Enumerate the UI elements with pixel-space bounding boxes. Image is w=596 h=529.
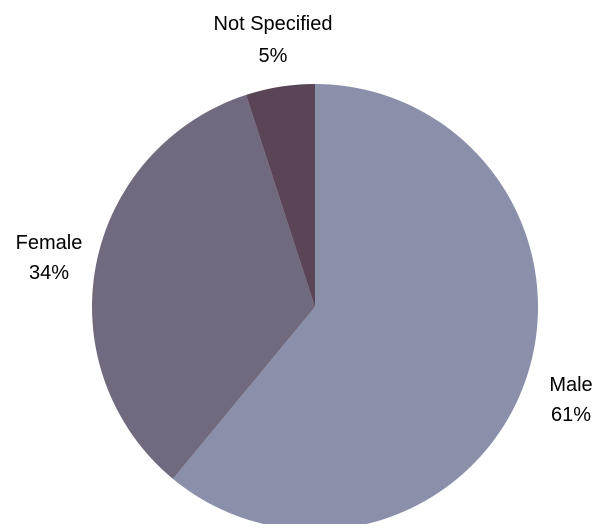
- pie-slice-male: [172, 84, 538, 529]
- pie-labels: Male 61% Female 34% Not Specified 5%: [16, 13, 593, 426]
- pie-slices: [91, 84, 538, 529]
- slice-value-not-specified: 5%: [259, 45, 288, 67]
- slice-label-not-specified: Not Specified: [214, 13, 333, 35]
- slice-value-male: 61%: [551, 404, 591, 426]
- slice-label-male: Male: [549, 374, 592, 396]
- pie-slice-female: [91, 94, 315, 479]
- slice-label-female: Female: [16, 232, 83, 254]
- slice-value-female: 34%: [29, 262, 69, 284]
- pie-slice-not-specified: [246, 84, 315, 307]
